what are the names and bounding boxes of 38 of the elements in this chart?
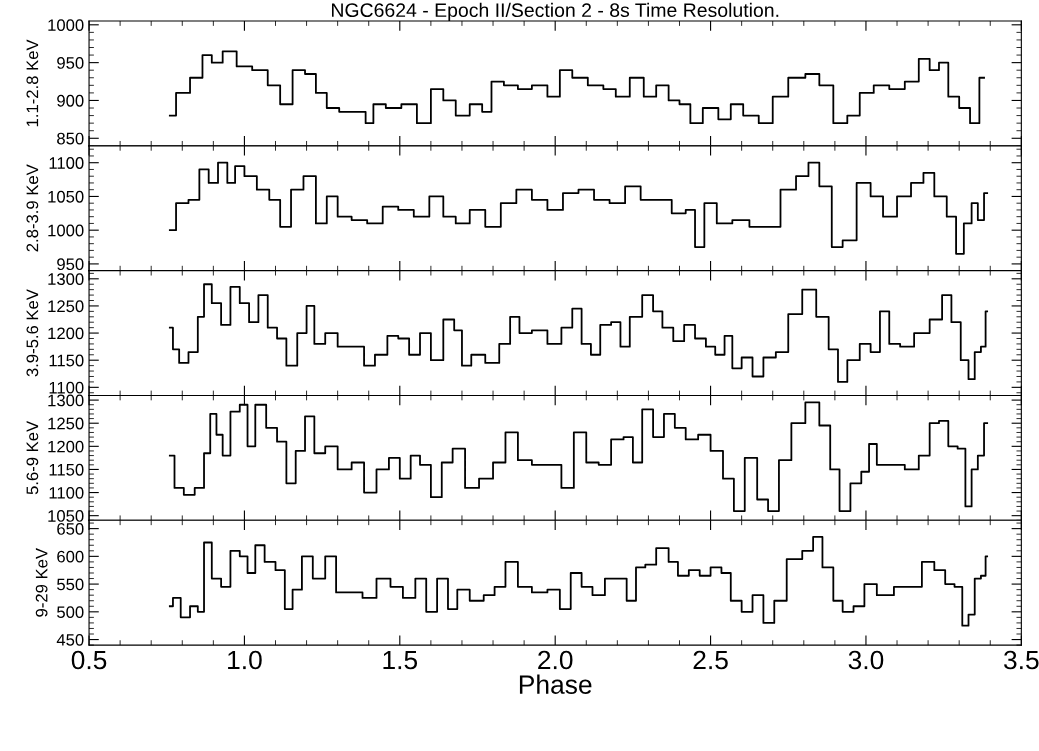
y-axis-title: 1.1-2.8 KeV <box>26 39 39 127</box>
x-tick-label: 2.5 <box>693 650 728 670</box>
y-tick-label: 500 <box>57 606 84 619</box>
y-axis-title: 3.9-5.6 KeV <box>26 289 39 377</box>
x-tick-label: 3.5 <box>1004 650 1039 670</box>
x-axis-title: Phase <box>519 674 592 694</box>
y-tick-label: 900 <box>57 94 84 107</box>
x-tick-label: 0.5 <box>71 650 107 670</box>
y-tick-label: 650 <box>57 523 84 535</box>
y-tick-label: 1200 <box>48 327 84 340</box>
y-tick-label: 450 <box>56 633 84 646</box>
y-tick-label: 1100 <box>49 486 84 499</box>
x-tick-label: 1.0 <box>228 650 262 670</box>
y-tick-label: 1050 <box>48 510 84 522</box>
x-tick-label: 2.0 <box>538 650 573 670</box>
y-axis-title: 2.8-3.9 KeV <box>26 164 39 252</box>
y-tick-label: 1000 <box>48 19 84 32</box>
y-tick-label: 1050 <box>48 190 84 203</box>
x-tick-label: 1.5 <box>383 650 418 670</box>
y-tick-label: 1300 <box>48 394 84 407</box>
y-tick-label: 550 <box>57 578 84 591</box>
y-tick-label: 1100 <box>49 157 84 169</box>
y-tick-label: 1250 <box>48 417 84 430</box>
y-tick-label: 850 <box>57 132 84 145</box>
y-tick-label: 1300 <box>48 273 84 285</box>
y-tick-label: 950 <box>57 258 84 271</box>
y-tick-label: 1100 <box>49 381 84 394</box>
x-tick-label: 3.0 <box>848 650 884 670</box>
y-tick-label: 1200 <box>48 440 84 453</box>
y-tick-label: 1150 <box>49 463 84 476</box>
y-tick-label: 600 <box>57 550 84 563</box>
y-tick-label: 1150 <box>49 354 84 367</box>
chart-title: NGC6624 - Epoch II/Section 2 - 8s Time Resolution. <box>332 2 779 21</box>
y-axis-title: 5.6-9 KeV <box>26 420 39 495</box>
y-tick-label: 1250 <box>48 300 84 313</box>
y-tick-label: 1000 <box>48 224 84 237</box>
y-tick-label: 950 <box>57 57 84 69</box>
y-axis-title: 9-29 KeV <box>35 548 48 617</box>
